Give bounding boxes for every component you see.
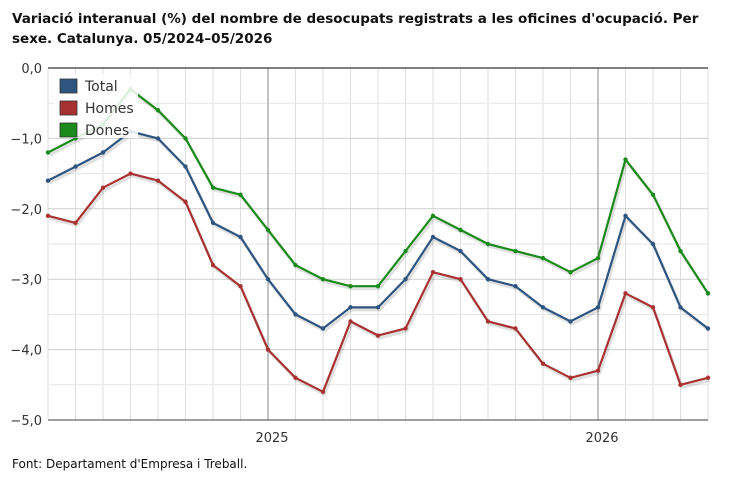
series-line-shadow — [48, 132, 711, 333]
data-point-total[interactable] — [705, 326, 711, 331]
data-point-homes[interactable] — [293, 375, 298, 380]
data-point-homes[interactable] — [45, 213, 51, 219]
data-point-dones[interactable] — [458, 227, 463, 233]
data-point-total[interactable] — [210, 220, 216, 226]
data-point-dones[interactable] — [183, 136, 188, 141]
grid-lines — [47, 67, 709, 421]
data-point-homes[interactable] — [320, 389, 326, 395]
data-point-total[interactable] — [623, 213, 628, 219]
data-point-homes[interactable] — [430, 269, 436, 275]
data-point-homes[interactable] — [100, 185, 106, 190]
data-point-homes[interactable] — [513, 326, 518, 331]
data-point-total[interactable] — [485, 277, 491, 282]
data-point-homes[interactable] — [623, 291, 628, 296]
data-point-homes[interactable] — [348, 319, 353, 324]
data-point-homes[interactable] — [678, 382, 683, 387]
y-tick-label: 0,0 — [21, 62, 42, 77]
data-point-total[interactable] — [540, 305, 546, 310]
data-point-homes[interactable] — [155, 178, 161, 183]
legend: Total Homes Dones — [54, 74, 138, 139]
data-point-dones[interactable] — [403, 248, 408, 254]
legend-swatch — [59, 78, 78, 94]
data-point-total[interactable] — [183, 164, 188, 169]
data-point-total[interactable] — [238, 234, 243, 240]
y-tick-label: −5,0 — [10, 414, 42, 429]
data-point-dones[interactable] — [155, 108, 161, 113]
legend-label[interactable]: Homes — [85, 101, 134, 117]
data-point-total[interactable] — [348, 305, 353, 310]
data-point-homes[interactable] — [595, 368, 601, 373]
x-tick-label: 2025 — [255, 431, 288, 446]
y-tick-label: −1,0 — [10, 132, 42, 147]
data-point-total[interactable] — [320, 326, 326, 331]
data-point-homes[interactable] — [73, 220, 78, 226]
data-point-homes[interactable] — [238, 284, 243, 289]
data-point-dones[interactable] — [485, 241, 491, 247]
data-point-homes[interactable] — [650, 305, 656, 310]
data-point-dones[interactable] — [595, 255, 601, 261]
data-point-total[interactable] — [265, 277, 271, 282]
y-tick-label: −3,0 — [10, 273, 42, 288]
data-point-total[interactable] — [155, 136, 161, 141]
data-point-dones[interactable] — [45, 150, 51, 155]
data-point-homes[interactable] — [375, 333, 381, 338]
data-point-homes[interactable] — [183, 199, 188, 204]
data-point-dones[interactable] — [623, 157, 628, 162]
legend-label[interactable]: Dones — [85, 123, 129, 139]
data-point-homes[interactable] — [705, 375, 711, 380]
data-point-homes[interactable] — [458, 277, 463, 282]
axes: 0,0 −1,0 −2,0 −3,0 −4,0 −5,0 2025 2026 — [10, 62, 708, 446]
legend-swatch — [59, 122, 78, 138]
data-point-dones[interactable] — [513, 248, 518, 254]
data-point-homes[interactable] — [265, 347, 271, 352]
legend-label[interactable]: Total — [84, 79, 118, 95]
data-point-dones[interactable] — [238, 192, 243, 197]
y-tick-label: −2,0 — [10, 203, 42, 218]
data-point-dones[interactable] — [320, 277, 326, 282]
data-point-total[interactable] — [513, 284, 518, 289]
data-point-total[interactable] — [650, 241, 656, 247]
data-point-total[interactable] — [595, 305, 601, 310]
data-point-dones[interactable] — [705, 291, 711, 296]
y-tick-label: −4,0 — [10, 344, 42, 359]
data-point-dones[interactable] — [430, 213, 436, 219]
data-point-dones[interactable] — [650, 192, 656, 197]
data-point-total[interactable] — [100, 150, 106, 155]
data-point-total[interactable] — [458, 248, 463, 254]
data-point-total[interactable] — [568, 319, 573, 324]
chart-title: Variació interanual (%) del nombre de de… — [12, 11, 699, 47]
data-point-dones[interactable] — [210, 185, 216, 190]
data-point-total[interactable] — [293, 312, 298, 317]
data-point-homes[interactable] — [128, 171, 133, 176]
data-point-total[interactable] — [403, 277, 408, 282]
data-point-total[interactable] — [375, 305, 381, 310]
data-point-homes[interactable] — [485, 319, 491, 324]
data-point-total[interactable] — [73, 164, 78, 169]
data-point-homes[interactable] — [568, 375, 573, 380]
data-point-dones[interactable] — [375, 284, 381, 289]
data-point-dones[interactable] — [348, 284, 353, 289]
data-point-homes[interactable] — [540, 361, 546, 366]
line-chart: 0,0 −1,0 −2,0 −3,0 −4,0 −5,0 2025 2026 Total Hom… — [10, 62, 711, 446]
data-point-total[interactable] — [430, 234, 436, 240]
data-point-total[interactable] — [45, 178, 51, 183]
data-point-total[interactable] — [678, 305, 683, 310]
source-note: Font: Departament d'Empresa i Treball. — [12, 457, 248, 471]
legend-swatch — [59, 100, 78, 116]
data-point-dones[interactable] — [540, 255, 546, 261]
data-point-dones[interactable] — [678, 248, 683, 254]
data-point-dones[interactable] — [568, 269, 573, 275]
data-point-dones[interactable] — [293, 262, 298, 268]
series-lines — [45, 86, 711, 396]
data-point-dones[interactable] — [265, 227, 271, 233]
data-point-homes[interactable] — [403, 326, 408, 331]
data-point-homes[interactable] — [210, 262, 216, 268]
x-tick-label: 2026 — [585, 431, 618, 446]
